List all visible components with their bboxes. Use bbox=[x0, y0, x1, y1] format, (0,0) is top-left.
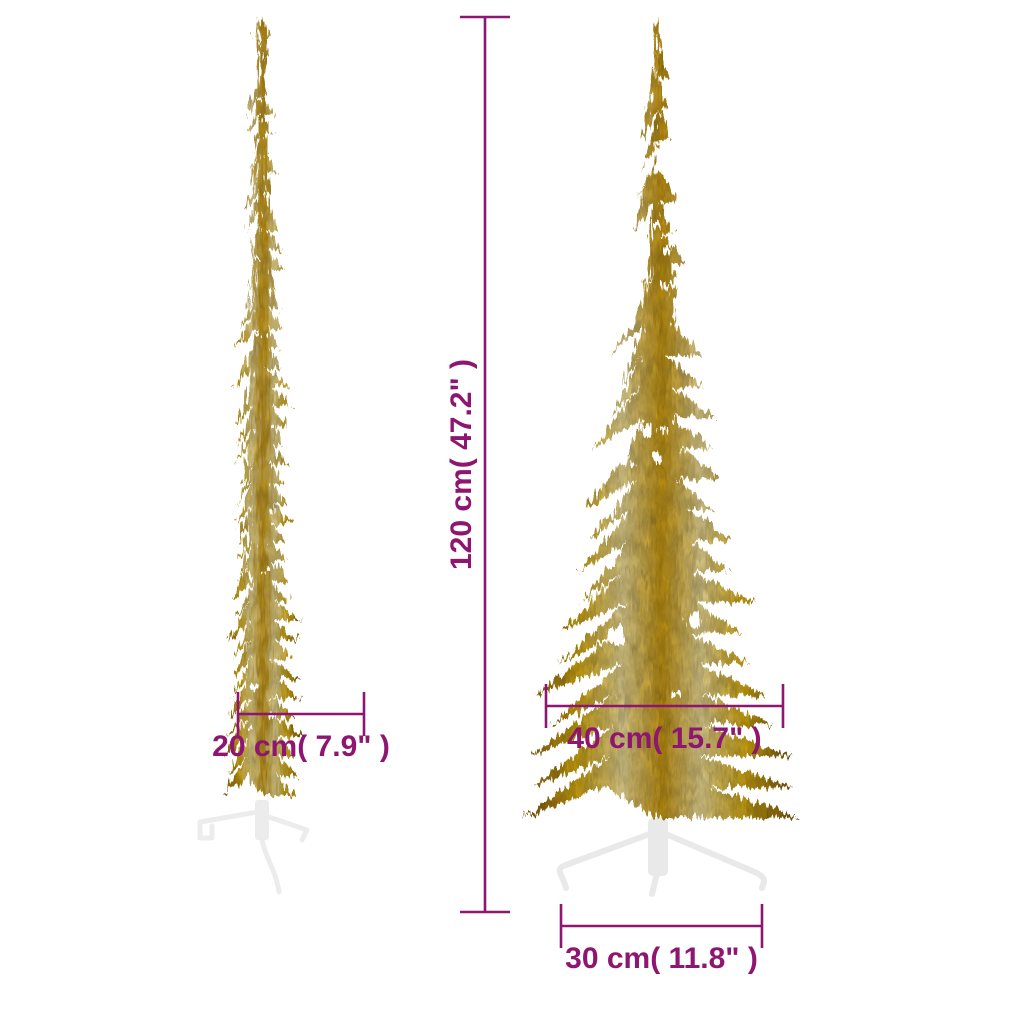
svg-text:40 cm( 15.7" ): 40 cm( 15.7" ) bbox=[567, 722, 761, 755]
svg-text:20 cm( 7.9" ): 20 cm( 7.9" ) bbox=[212, 730, 390, 763]
svg-text:30 cm( 11.8" ): 30 cm( 11.8" ) bbox=[565, 942, 758, 975]
svg-text:120 cm( 47.2" ): 120 cm( 47.2" ) bbox=[445, 359, 478, 570]
